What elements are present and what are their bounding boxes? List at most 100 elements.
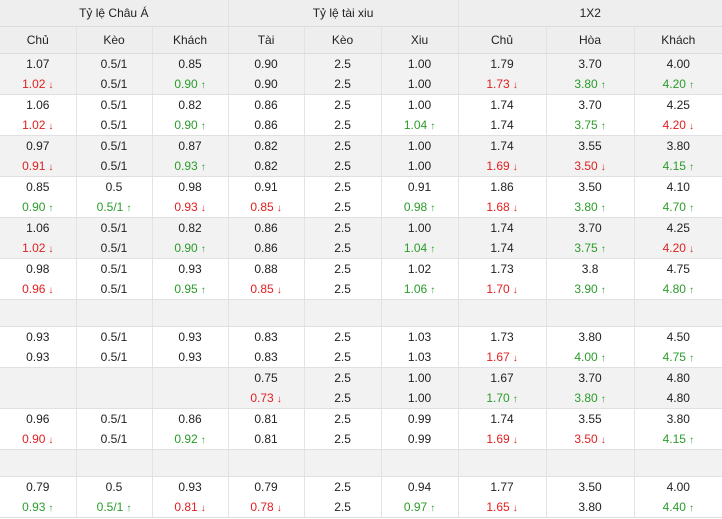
odds-cell xyxy=(304,449,382,477)
current-odds: 0.5/1 xyxy=(100,241,128,255)
opening-odds: 1.00 xyxy=(407,221,432,235)
opening-odds: 4.00 xyxy=(666,57,690,71)
current-odds: 0.5/1 xyxy=(100,159,128,173)
odds-cell: 0.85 0.90 ↑ xyxy=(152,53,229,95)
opening-odds: 0.98 xyxy=(178,180,202,194)
current-odds: 2.5 xyxy=(334,432,351,446)
current-odds: 2.5 xyxy=(334,391,351,405)
arrow-down-icon: ↓ xyxy=(48,435,54,446)
current-odds: 3.75 xyxy=(574,241,598,255)
current-odds: 0.5/1 xyxy=(100,77,128,91)
current-odds: 2.5 xyxy=(334,159,351,173)
current-odds: 3.50 xyxy=(574,432,598,446)
current-odds: 0.90 xyxy=(174,118,198,132)
arrow-down-icon: ↓ xyxy=(200,503,206,514)
opening-odds: 3.80 xyxy=(666,139,690,153)
odds-cell: 0.75 0.73 ↓ xyxy=(228,367,305,409)
opening-odds: 3.55 xyxy=(578,139,602,153)
opening-odds: 1.00 xyxy=(407,98,432,112)
current-odds: 0.85 xyxy=(250,282,274,296)
current-odds: 2.5 xyxy=(334,282,351,296)
opening-odds: 1.73 xyxy=(490,262,514,276)
opening-odds: 4.25 xyxy=(666,98,690,112)
current-odds: 4.40 xyxy=(662,500,686,514)
current-odds: 0.5/1 xyxy=(96,500,124,514)
odds-cell: 0.5/1 0.5/1 xyxy=(76,217,153,259)
opening-odds: 1.67 xyxy=(490,371,514,385)
current-odds: 0.93 xyxy=(26,350,50,364)
odds-row: 1.06 1.02 ↓ 0.5/1 0.5/1 0.82 0.90 ↑ 0.86 0.86 2.5 2… xyxy=(0,217,722,259)
odds-cell xyxy=(0,367,77,409)
col-header-handicap: Kèo xyxy=(76,26,153,54)
odds-cell: 4.10 4.70 ↑ xyxy=(634,176,722,218)
odds-cell: 0.82 0.90 ↑ xyxy=(152,94,229,136)
arrow-up-icon: ↑ xyxy=(200,285,206,296)
odds-body: 1.07 1.02 ↓ 0.5/1 0.5/1 0.85 0.90 ↑ 0.90 0.90 2.5 2… xyxy=(0,53,722,518)
opening-odds: 1.86 xyxy=(490,180,514,194)
arrow-down-icon: ↓ xyxy=(512,285,518,296)
odds-cell: 1.00 1.04 ↑ xyxy=(381,94,459,136)
arrow-down-icon: ↓ xyxy=(48,285,54,296)
odds-cell: 0.82 0.82 xyxy=(228,135,305,177)
odds-cell: 0.5/1 0.5/1 xyxy=(76,258,153,300)
arrow-up-icon: ↑ xyxy=(600,121,606,132)
current-odds: 1.68 xyxy=(486,200,510,214)
opening-odds: 0.85 xyxy=(178,57,202,71)
arrow-up-icon: ↑ xyxy=(200,162,206,173)
odds-cell: 1.02 1.06 ↑ xyxy=(381,258,459,300)
current-odds: 2.5 xyxy=(334,77,351,91)
opening-odds: 0.5/1 xyxy=(100,262,128,276)
arrow-down-icon: ↓ xyxy=(48,121,54,132)
col-header-draw: Hòa xyxy=(546,26,635,54)
opening-odds: 0.5/1 xyxy=(100,412,128,426)
opening-odds: 1.06 xyxy=(26,221,50,235)
opening-odds: 0.86 xyxy=(254,221,278,235)
odds-cell: 0.81 0.81 xyxy=(228,408,305,450)
odds-cell: 1.00 1.00 xyxy=(381,135,459,177)
odds-cell: 3.70 3.80 ↑ xyxy=(546,367,635,409)
odds-cell xyxy=(381,299,459,327)
opening-odds: 0.82 xyxy=(178,98,202,112)
odds-cell xyxy=(228,449,305,477)
current-odds: 4.75 xyxy=(662,350,686,364)
odds-cell: 0.5/1 0.5/1 xyxy=(76,53,153,95)
odds-cell xyxy=(228,299,305,327)
odds-row: 0.85 0.90 ↑ 0.5 0.5/1 ↑ 0.98 0.93 ↓ 0.91 0.85 ↓ 2.5 2… xyxy=(0,176,722,218)
odds-cell: 3.70 3.80 ↑ xyxy=(546,53,635,95)
current-odds: 2.5 xyxy=(334,241,351,255)
current-odds: 0.96 xyxy=(22,282,46,296)
current-odds: 4.20 xyxy=(662,77,686,91)
opening-odds: 3.70 xyxy=(578,98,602,112)
current-odds: 2.5 xyxy=(334,200,351,214)
odds-cell: 2.5 2.5 xyxy=(304,258,382,300)
opening-odds: 0.86 xyxy=(178,412,202,426)
arrow-down-icon: ↓ xyxy=(512,203,518,214)
odds-cell: 0.5/1 0.5/1 xyxy=(76,94,153,136)
opening-odds: 2.5 xyxy=(334,330,351,344)
arrow-up-icon: ↑ xyxy=(600,285,606,296)
odds-cell: 1.03 1.03 xyxy=(381,326,459,368)
opening-odds: 0.75 xyxy=(254,371,278,385)
odds-row: 1.06 1.02 ↓ 0.5/1 0.5/1 0.82 0.90 ↑ 0.86 0.86 2.5 2… xyxy=(0,94,722,136)
odds-cell: 3.55 3.50 ↓ xyxy=(546,135,635,177)
opening-odds: 2.5 xyxy=(334,480,351,494)
odds-cell: 3.70 3.75 ↑ xyxy=(546,217,635,259)
opening-odds: 1.07 xyxy=(26,57,50,71)
odds-cell xyxy=(152,367,229,409)
odds-cell xyxy=(634,299,722,327)
odds-cell: 0.5 0.5/1 ↑ xyxy=(76,176,153,218)
current-odds: 1.06 xyxy=(403,282,428,296)
opening-odds: 1.00 xyxy=(407,371,432,385)
arrow-down-icon: ↓ xyxy=(512,503,518,514)
arrow-down-icon: ↓ xyxy=(276,285,282,296)
odds-cell xyxy=(546,299,635,327)
odds-row: 0.75 0.73 ↓ 2.5 2.5 1.00 1.00 1.67 1.70 ↑ 3.70 3.80… xyxy=(0,367,722,409)
arrow-down-icon: ↓ xyxy=(276,394,282,405)
opening-odds: 0.88 xyxy=(254,262,278,276)
opening-odds: 2.5 xyxy=(334,412,351,426)
opening-odds: 0.87 xyxy=(178,139,202,153)
odds-cell: 1.73 1.67 ↓ xyxy=(458,326,547,368)
arrow-up-icon: ↑ xyxy=(200,435,206,446)
current-odds: 4.00 xyxy=(574,350,598,364)
opening-odds: 1.73 xyxy=(490,330,514,344)
